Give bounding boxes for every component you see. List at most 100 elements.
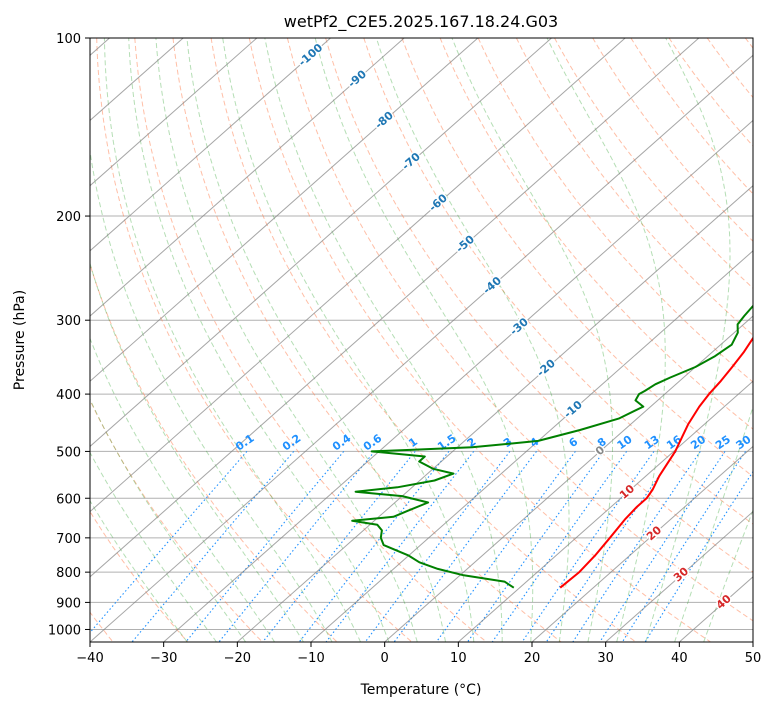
x-tick-label: 50 [745,651,762,666]
mixing-ratio-line [262,451,416,642]
mixing-ratio-line [435,451,576,642]
mixing-ratio-line [521,451,655,642]
isotherm-label: -100 [296,41,326,69]
y-tick-label: 300 [56,314,81,329]
moist-adiabat-line [90,451,217,642]
isotherm-line [90,38,552,448]
isotherm-line [90,38,405,317]
mixing-ratio-line [393,451,537,642]
isotherm-line [90,38,331,252]
isotherm-line [458,380,753,642]
mixing-ratio-line [572,451,701,642]
mixing-ratio-label: 0.2 [280,432,303,454]
x-axis: −40 −30 −20 −10 0 10 20 30 40 50 [76,642,761,666]
mixing-ratio-label: 30 [733,433,753,453]
isotherms [90,38,753,642]
y-tick-label: 900 [56,596,81,611]
moist-adiabat-line [90,261,304,642]
dry-adiabat-line [439,38,753,430]
mixing-ratio-line [218,451,376,642]
x-axis-title: Temperature (°C) [360,682,482,698]
dry-adiabat-line [325,38,753,573]
x-tick-label: 30 [597,651,614,666]
y-tick-label: 400 [56,388,81,403]
y-axis-title: Pressure (hPa) [12,290,28,390]
isotherm-line [90,54,753,642]
y-tick-label: 500 [56,445,81,460]
mixing-ratio-label: 1 [406,435,420,450]
isotherm-line [163,119,753,642]
y-tick-label: 800 [56,566,81,581]
dry-adiabat-line [363,38,753,525]
isotherm-line [90,38,626,513]
y-tick-label: 700 [56,532,81,547]
y-tick-label: 100 [56,32,81,47]
moist-adiabat-line [645,38,731,642]
dry-adiabat-line [134,38,487,642]
x-tick-label: −20 [224,651,251,666]
y-axis: 100 200 300 400 500 600 700 800 900 1000 [48,32,90,638]
mixing-ratio-line [491,451,628,642]
moist-adiabat-line [128,38,390,642]
moist-adiabat-line [90,336,276,642]
dry-adiabat-line [668,38,753,147]
moist-adiabat-line [90,147,333,642]
dry-adiabat-line [477,38,753,383]
mixing-ratio-label: 36 [754,433,774,453]
chart-title: wetPf2_C2E5.2025.167.18.24.G03 [284,12,558,32]
mixing-ratio-line [644,470,753,642]
mixing-ratio-label: 6 [567,435,581,450]
mixing-ratio-line [90,451,248,634]
moist-adiabat-line [155,38,418,642]
y-tick-label: 1000 [48,623,81,638]
dry-adiabat-line [286,38,753,622]
moist-adiabat-line [186,38,446,642]
moist-adiabat-line [451,38,613,642]
temperature-profile-line [559,336,753,589]
dry-adiabat-line [90,510,189,642]
dry-adiabat-line [96,38,413,642]
moist-adiabats [90,38,753,642]
moist-adiabat-line [90,398,247,642]
isotherm-line [752,641,753,642]
isotherm-line [679,576,753,642]
moist-adiabat-line [222,38,475,642]
isotherm-line [384,315,753,642]
mixing-ratio-line [599,451,726,642]
mixing-ratio-line [325,451,475,642]
y-tick-label: 200 [56,210,81,225]
plot-area: 0.1 0.2 0.4 0.6 1 1.5 2 3 4 6 8 10 13 16 20 25 30 36-100-… [90,38,774,642]
mixing-ratio-line [298,451,450,642]
mixing-ratio-line [545,451,677,642]
x-tick-label: −40 [76,651,103,666]
mixing-ratio-label: 25 [713,433,733,452]
dry-adiabat-line [592,38,753,242]
dry-adiabat-line [515,38,753,336]
isotherm-line [237,184,753,642]
dry-adiabat-line [248,38,711,642]
moist-adiabat-line [264,38,503,642]
mixing-ratio-label: 16 [664,433,684,453]
dry-adiabat-line [90,262,338,642]
mixing-ratio-lines [90,451,753,642]
dry-adiabat-line [401,38,753,478]
moist-adiabat-line [703,508,753,642]
moist-adiabat-line [103,38,362,642]
dry-adiabats [90,38,753,642]
moist-adiabat-line [674,405,753,642]
isotherm-line [531,445,753,642]
dry-adiabat-line [90,399,263,642]
moist-adiabat-line [375,38,570,642]
x-tick-label: 10 [450,651,467,666]
isotherm-line [90,38,479,382]
dry-adiabat-line [744,38,753,49]
plot-frame [89,37,754,643]
moist-adiabat-line [314,38,534,642]
isotherm-line [310,250,753,642]
dewpoint-profile-line [351,304,753,589]
profile-series [351,304,753,589]
mixing-ratio-label: 0.4 [330,431,354,453]
moist-adiabat-line [546,38,666,642]
isotherm-line [90,38,258,187]
